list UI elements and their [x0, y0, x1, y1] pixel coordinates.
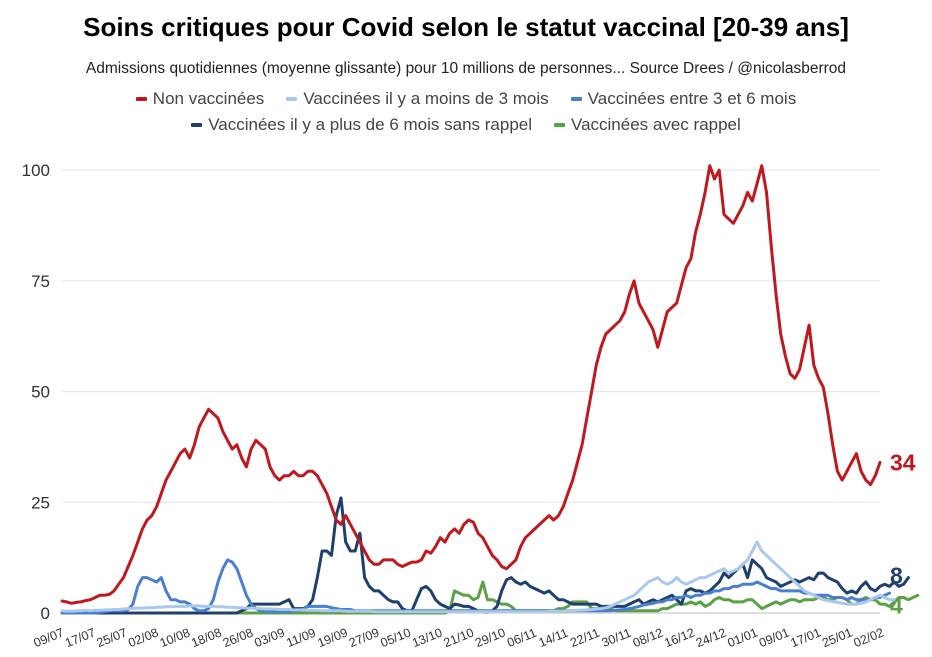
- legend-label: Vaccinées il y a moins de 3 mois: [303, 89, 549, 108]
- legend-swatch: [135, 97, 147, 101]
- x-tick-label: 09/01: [757, 625, 791, 650]
- legend-row-1: Non vaccinées Vaccinées il y a moins de …: [0, 89, 932, 109]
- x-tick-label: 08/12: [631, 625, 665, 650]
- x-tick-label: 06/11: [505, 626, 538, 650]
- chart-subtitle: Admissions quotidiennes (moyenne glissan…: [85, 60, 847, 77]
- y-tick-label: 0: [41, 604, 50, 623]
- x-tick-label: 29/10: [473, 625, 507, 650]
- legend-label: Non vaccinées: [152, 89, 265, 108]
- y-tick-label: 25: [31, 493, 50, 512]
- x-tick-label: 22/11: [568, 626, 601, 650]
- x-tick-label: 02/02: [852, 625, 886, 650]
- x-tick-label: 25/07: [95, 625, 129, 650]
- legend-label: Vaccinées il y a plus de 6 mois sans rap…: [208, 115, 532, 134]
- x-tick-label: 26/08: [221, 625, 255, 650]
- x-tick-label: 10/08: [158, 625, 192, 650]
- end-label: 34: [890, 449, 916, 475]
- series-line-4: [60, 580, 920, 615]
- x-tick-label: 03/09: [252, 625, 286, 650]
- y-tick-label: 75: [31, 272, 50, 291]
- end-label: 4: [890, 592, 903, 618]
- x-tick-label: 05/10: [379, 625, 413, 650]
- x-tick-label: 30/11: [600, 626, 633, 650]
- x-tick-label: 13/10: [410, 625, 444, 650]
- x-tick-label: 11/09: [284, 626, 317, 650]
- x-tick-label: 02/08: [126, 625, 160, 650]
- legend-swatch: [286, 97, 298, 101]
- chart-title: Soins critiques pour Covid selon le stat…: [83, 12, 849, 42]
- x-tick-label: 24/12: [694, 625, 728, 650]
- x-tick-label: 17/07: [63, 625, 97, 650]
- x-tick-label: 01/01: [725, 625, 759, 650]
- x-tick-label: 16/12: [662, 625, 696, 650]
- x-tick-label: 14/11: [537, 626, 570, 650]
- end-label: 8: [890, 563, 903, 589]
- y-tick-label: 100: [22, 161, 50, 180]
- legend-item-vaccinees-3-6-mois[interactable]: Vaccinées entre 3 et 6 mois: [570, 89, 797, 109]
- legend-label: Vaccinées avec rappel: [571, 115, 741, 134]
- legend-swatch: [191, 123, 203, 127]
- legend-label: Vaccinées entre 3 et 6 mois: [587, 89, 797, 108]
- legend-item-non-vaccinees[interactable]: Non vaccinées: [135, 89, 265, 109]
- legend-swatch: [554, 123, 565, 127]
- legend-swatch: [570, 97, 582, 101]
- x-tick-label: 25/01: [820, 625, 854, 650]
- legend-item-vaccinees-avec-rappel[interactable]: Vaccinées avec rappel: [554, 115, 741, 135]
- series-line-0: [60, 164, 882, 605]
- y-tick-label: 50: [31, 383, 50, 402]
- legend-item-vaccinees-plus-6-mois[interactable]: Vaccinées il y a plus de 6 mois sans rap…: [191, 115, 532, 135]
- x-tick-label: 17/01: [789, 625, 823, 650]
- x-tick-label: 19/09: [315, 625, 349, 650]
- legend-row-2: Vaccinées il y a plus de 6 mois sans rap…: [0, 115, 932, 135]
- x-tick-label: 21/10: [442, 625, 476, 650]
- legend-item-vaccinees-moins-3-mois[interactable]: Vaccinées il y a moins de 3 mois: [286, 89, 549, 109]
- x-tick-label: 09/07: [32, 625, 66, 650]
- x-tick-label: 18/08: [189, 625, 223, 650]
- x-tick-label: 27/09: [347, 625, 381, 650]
- series-line-1: [60, 540, 901, 614]
